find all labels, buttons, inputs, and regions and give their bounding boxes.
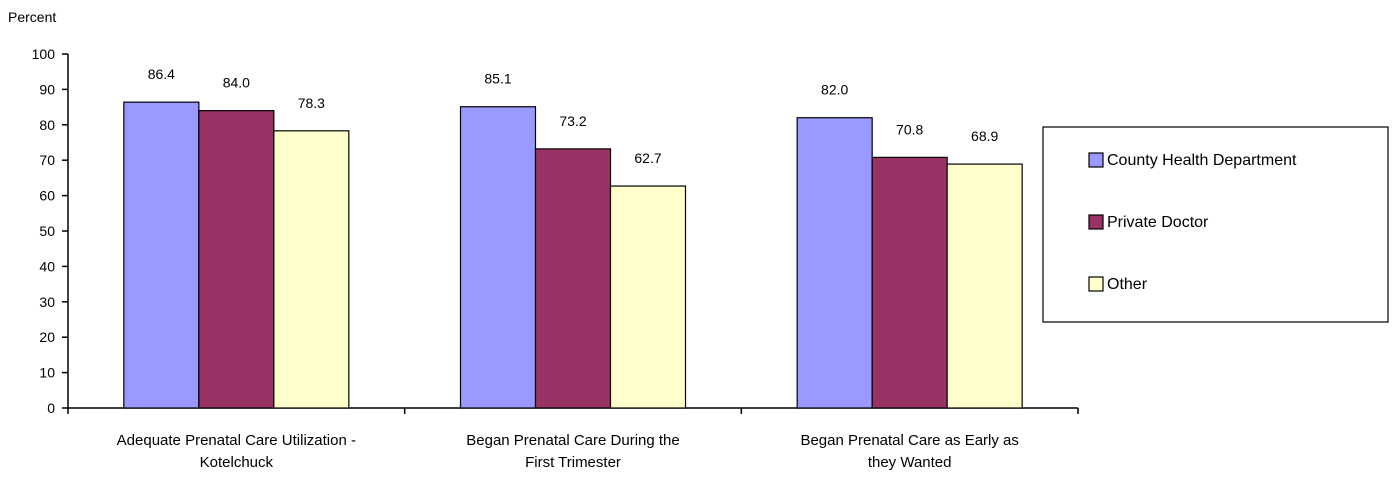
- bars: [123, 101, 1023, 409]
- bar: [123, 101, 200, 409]
- y-tick-label: 30: [39, 294, 55, 310]
- legend-swatch: [1088, 276, 1104, 292]
- data-label: 68.9: [971, 128, 998, 144]
- category-label: Began Prenatal Care as Early as: [800, 432, 1018, 449]
- data-label: 62.7: [634, 150, 661, 166]
- category-labels: Adequate Prenatal Care Utilization - Kote…: [117, 432, 1019, 471]
- y-tick-label: 90: [39, 81, 55, 97]
- y-axis: 0 10 20 30 40 50 60 70 80 90 100: [32, 46, 69, 416]
- category-label: they Wanted: [868, 454, 952, 471]
- data-label: 85.1: [484, 71, 511, 87]
- bar: [871, 156, 948, 409]
- data-label: 86.4: [148, 66, 175, 82]
- data-label: 70.8: [896, 121, 923, 137]
- legend-label: Private Doctor: [1107, 214, 1209, 231]
- y-tick-label: 0: [47, 400, 55, 416]
- bar: [459, 106, 537, 409]
- legend-swatch: [1088, 152, 1104, 168]
- legend-label: County Health Department: [1107, 152, 1297, 169]
- data-label: 73.2: [559, 113, 586, 129]
- legend-swatch: [1088, 214, 1104, 230]
- bar: [609, 185, 687, 409]
- bar: [198, 110, 275, 409]
- value-labels: 86.4 84.0 78.3 85.1 73.2 62.7 82.0 70.8 68.9: [148, 66, 999, 166]
- legend: County Health Department Private Doctor Ot…: [1042, 126, 1389, 323]
- data-label: 84.0: [223, 75, 250, 91]
- data-label: 82.0: [821, 82, 848, 98]
- category-label: Began Prenatal Care During the: [466, 432, 679, 449]
- bar: [534, 148, 612, 409]
- y-tick-label: 80: [39, 117, 55, 133]
- y-tick-label: 60: [39, 188, 55, 204]
- category-label: Adequate Prenatal Care Utilization -: [117, 432, 356, 449]
- y-tick-label: 10: [39, 365, 55, 381]
- bar: [946, 163, 1023, 409]
- bar: [796, 117, 873, 409]
- y-axis-label: Percent: [8, 9, 56, 25]
- x-axis: [67, 407, 1079, 414]
- y-tick-label: 100: [32, 46, 56, 62]
- y-tick-label: 40: [39, 258, 55, 274]
- bar: [273, 130, 350, 409]
- category-label: Kotelchuck: [200, 454, 274, 471]
- y-tick-label: 70: [39, 152, 55, 168]
- y-tick-label: 50: [39, 223, 55, 239]
- y-tick-label: 20: [39, 329, 55, 345]
- legend-label: Other: [1107, 276, 1148, 293]
- data-label: 78.3: [298, 95, 325, 111]
- category-label: First Trimester: [525, 454, 621, 471]
